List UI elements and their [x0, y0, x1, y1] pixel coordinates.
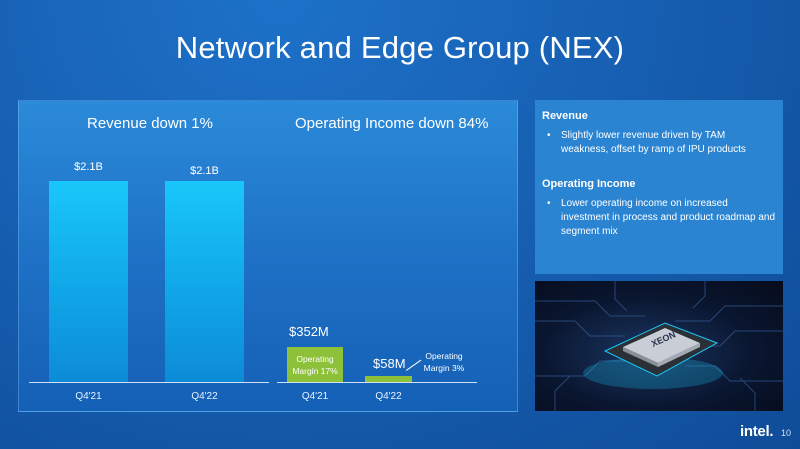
revenue-baseline — [29, 382, 269, 383]
revenue-x-tick-label: Q4'22 — [191, 391, 218, 402]
operating-income-bar — [365, 376, 412, 382]
revenue-x-tick-label: Q4'21 — [75, 391, 102, 402]
operating-income-bullet: • Lower operating income on increased in… — [547, 197, 775, 239]
operating-income-bullet-text: Lower operating income on increased inve… — [561, 198, 776, 237]
operating-income-baseline — [277, 382, 477, 383]
chip-lid-edge — [623, 347, 658, 367]
revenue-bar — [165, 181, 244, 382]
page-number: 10 — [781, 428, 792, 438]
operating-income-x-tick-label: Q4'22 — [375, 391, 402, 402]
revenue-bullet: • Slightly lower revenue driven by TAM w… — [547, 129, 775, 157]
bullet-dot: • — [547, 198, 551, 209]
chart-panel: Revenue down 1% Operating Income down 84… — [18, 100, 518, 412]
operating-income-bar — [287, 347, 343, 382]
operating-income-chart-title: Operating Income down 84% — [295, 115, 489, 132]
revenue-bullet-text: Slightly lower revenue driven by TAM wea… — [561, 130, 746, 155]
revenue-chart-title: Revenue down 1% — [87, 115, 213, 132]
bullet-dot: • — [547, 130, 551, 141]
revenue-heading: Revenue — [542, 110, 588, 122]
operating-income-heading: Operating Income — [542, 178, 636, 190]
operating-margin-label: Operating Margin 17% — [292, 354, 338, 376]
circuit-traces — [535, 281, 783, 411]
slide-title: Network and Edge Group (NEX) — [175, 30, 625, 65]
operating-income-value-label: $58M — [373, 356, 406, 371]
operating-margin-label: Operating Margin 3% — [423, 351, 465, 373]
operating-income-value-label: $352M — [289, 324, 329, 339]
chip-lid-edge — [658, 343, 700, 367]
chip-lid — [623, 328, 700, 363]
revenue-value-label: $2.1B — [74, 161, 103, 173]
revenue-value-label: $2.1B — [190, 165, 219, 177]
intel-logo: intel. — [740, 423, 774, 440]
xeon-chip-image: XEON — [535, 281, 783, 411]
commentary-panel: Revenue • Slightly lower revenue driven … — [535, 100, 783, 274]
revenue-bar — [49, 181, 128, 382]
chip-illustration: XEON — [535, 281, 783, 411]
operating-income-x-tick-label: Q4'21 — [301, 391, 329, 402]
